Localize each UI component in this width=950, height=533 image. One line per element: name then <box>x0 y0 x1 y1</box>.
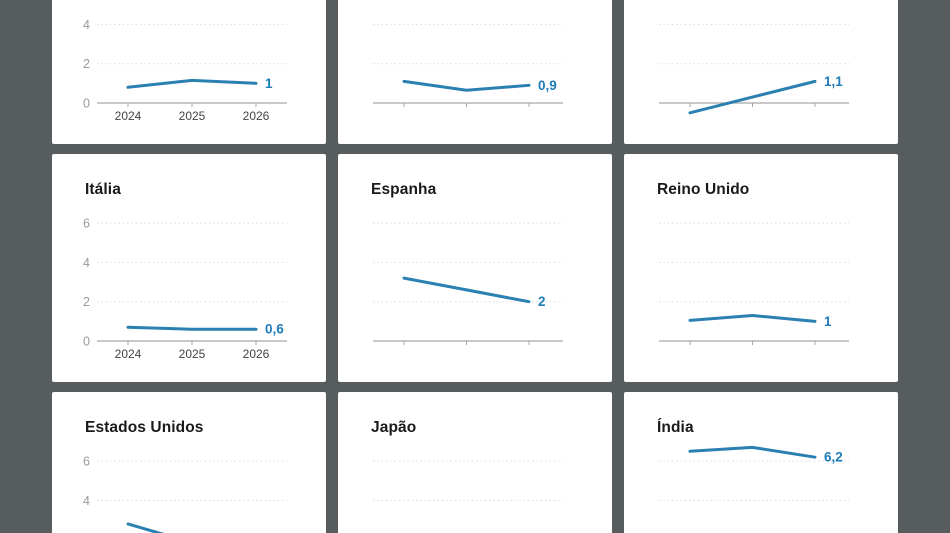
svg-text:4: 4 <box>83 18 90 32</box>
panel-line-chart: 0 2 4 6 2024 2025 2026 0,6 <box>83 217 287 361</box>
svg-text:2026: 2026 <box>243 347 270 361</box>
chart-card: 0,9 <box>338 0 612 144</box>
panel-line-chart: 6,2 <box>659 445 849 501</box>
svg-text:6,2: 6,2 <box>824 450 843 465</box>
svg-text:2: 2 <box>83 295 90 309</box>
svg-text:2: 2 <box>83 57 90 71</box>
chart-card: 02462024202520261 <box>52 0 326 144</box>
svg-text:0: 0 <box>83 335 90 349</box>
svg-text:1: 1 <box>265 76 273 91</box>
panel-line-chart: 1 <box>659 222 849 345</box>
svg-text:6: 6 <box>83 217 90 231</box>
panel-line-chart: 02462024202520261 <box>83 18 287 123</box>
svg-text:1,1: 1,1 <box>824 74 843 89</box>
panel-line-chart: 0,9 <box>373 23 563 107</box>
chart-card: Reino Unido 1 <box>624 154 898 382</box>
svg-text:4: 4 <box>83 494 90 508</box>
svg-text:0,6: 0,6 <box>265 322 284 337</box>
panel-line-chart <box>373 460 563 501</box>
svg-text:2024: 2024 <box>115 347 142 361</box>
panel-title: Espanha <box>371 181 437 198</box>
chart-card: 1,1 <box>624 0 898 144</box>
svg-text:2025: 2025 <box>179 347 206 361</box>
panel-line-chart: 1,1 <box>659 23 849 115</box>
chart-card: Itália 0 2 4 6 2024 2025 2026 0,6 <box>52 154 326 382</box>
svg-text:0,9: 0,9 <box>538 78 557 93</box>
panel-title: Estados Unidos <box>85 419 204 436</box>
panel-line-chart: 2 <box>373 222 563 345</box>
svg-text:0: 0 <box>83 97 90 111</box>
svg-text:6: 6 <box>83 455 90 469</box>
chart-card: Japão <box>338 392 612 533</box>
panel-title: Itália <box>85 181 121 198</box>
panel-title: Japão <box>371 419 417 436</box>
svg-text:1: 1 <box>824 314 832 329</box>
panel-title: Índia <box>657 419 694 436</box>
svg-text:2: 2 <box>538 294 546 309</box>
svg-text:2024: 2024 <box>115 109 142 123</box>
chart-card: Espanha 2 <box>338 154 612 382</box>
chart-card: Índia 6,2 <box>624 392 898 533</box>
svg-text:4: 4 <box>83 256 90 270</box>
svg-text:2026: 2026 <box>243 109 270 123</box>
svg-text:2025: 2025 <box>179 109 206 123</box>
panel-title: Reino Unido <box>657 181 750 198</box>
